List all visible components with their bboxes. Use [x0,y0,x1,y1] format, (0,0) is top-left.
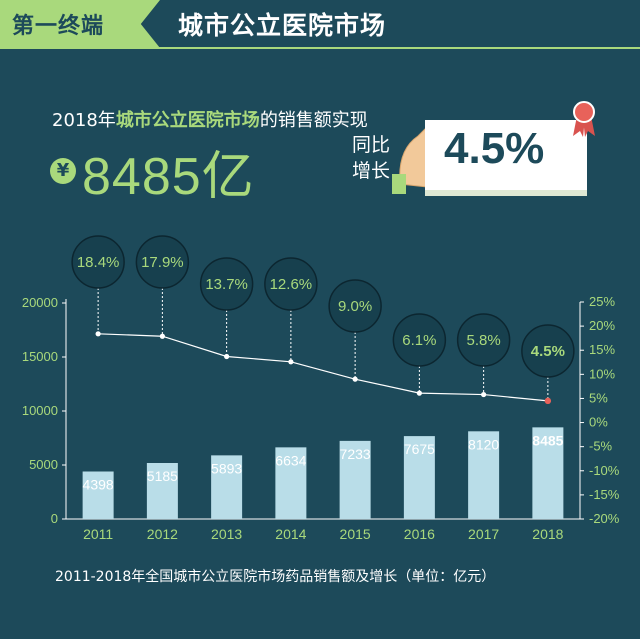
headline-prefix: 2018年 [52,110,116,131]
sales-growth-chart: 0 5000 10000 15000 20000 25% 20% 15% 10% 5% 0% -5% -… [22,235,620,542]
yen-icon: ¥ [50,158,76,184]
headline-highlight: 城市公立医院市场 [115,110,260,131]
x-tick-label: 2016 [404,526,435,542]
right-tick-label: 15% [589,342,615,357]
bar-value-label: 8120 [468,436,499,452]
total-sales-amount: 8485亿 [82,148,255,206]
growth-rate-label: 18.4% [77,254,120,271]
growth-bubble [521,324,575,378]
growth-rate-label: 5.8% [467,332,501,349]
growth-bubble [71,235,125,289]
x-tick-label: 2014 [275,526,306,542]
bar-value-label: 8485 [532,432,563,448]
right-tick-label: 20% [589,318,615,333]
x-tick-label: 2018 [532,526,563,542]
header-divider [0,47,640,49]
growth-point [544,397,552,405]
page-title: 城市公立医院市场 [178,11,387,40]
growth-point [416,390,422,396]
growth-bubble [199,257,254,311]
right-tick-label: -20% [589,511,620,526]
growth-point [288,359,294,365]
growth-label-line1: 同比 [352,134,391,156]
growth-value: 4.5% [444,124,545,173]
bar-value-label: 7675 [404,441,435,457]
bar [468,431,500,519]
bar-value-label: 4398 [83,477,114,493]
bar [339,440,371,519]
right-tick-label: -15% [589,487,620,502]
left-tick-label: 0 [51,511,58,526]
chart-caption: 2011-2018年全国城市公立医院市场药品销售额及增长（单位：亿元） [55,569,496,585]
bar-value-label: 5185 [147,468,178,484]
right-tick-label: -10% [589,463,620,478]
left-tick-label: 15000 [22,349,58,364]
left-tick-label: 5000 [29,457,58,472]
growth-rate-label: 13.7% [205,276,248,293]
growth-bubble [328,279,382,333]
growth-rate-label: 12.6% [270,276,313,293]
growth-label: 同比 增长 [352,132,412,184]
growth-bubble [392,313,447,367]
right-tick-label: 0% [589,415,608,430]
right-tick-label: 5% [589,390,608,405]
bar [211,455,243,519]
growth-bubble [135,235,190,289]
bar-value-label: 6634 [275,452,306,468]
x-tick-label: 2017 [468,526,499,542]
growth-point [352,376,358,382]
growth-point [95,331,101,337]
growth-point [159,333,165,339]
growth-rate-label: 6.1% [402,332,436,349]
growth-bubble [456,313,511,367]
bar [275,447,307,519]
left-tick-label: 10000 [22,403,58,418]
right-tick-label: -5% [589,439,613,454]
growth-label-line2: 增长 [352,160,391,182]
growth-rate-label: 4.5% [531,343,565,360]
section-tab [0,0,160,48]
bar-value-label: 5893 [211,460,242,476]
growth-bubble [264,257,318,311]
growth-card [425,120,587,196]
right-tick-label: 25% [589,294,615,309]
bar [82,471,114,519]
bar [532,427,564,519]
bar [403,436,435,519]
growth-rate-label: 17.9% [141,254,184,271]
growth-line [98,333,548,402]
ribbon-badge-icon [573,101,595,137]
headline-suffix: 的销售额实现 [259,110,368,131]
growth-point [224,353,230,360]
x-tick-label: 2013 [211,526,242,542]
growth-rate-label: 9.0% [338,298,372,315]
right-tick-label: 10% [589,366,615,381]
section-tab-label: 第一终端 [12,14,105,39]
x-tick-label: 2012 [147,526,178,542]
left-tick-label: 20000 [22,295,58,310]
x-tick-label: 2011 [83,526,113,542]
growth-point [481,391,487,398]
x-tick-label: 2015 [340,526,371,542]
bar [146,463,178,519]
headline: 2018年城市公立医院市场的销售额实现 [52,106,368,132]
bar-value-label: 7233 [340,446,371,462]
